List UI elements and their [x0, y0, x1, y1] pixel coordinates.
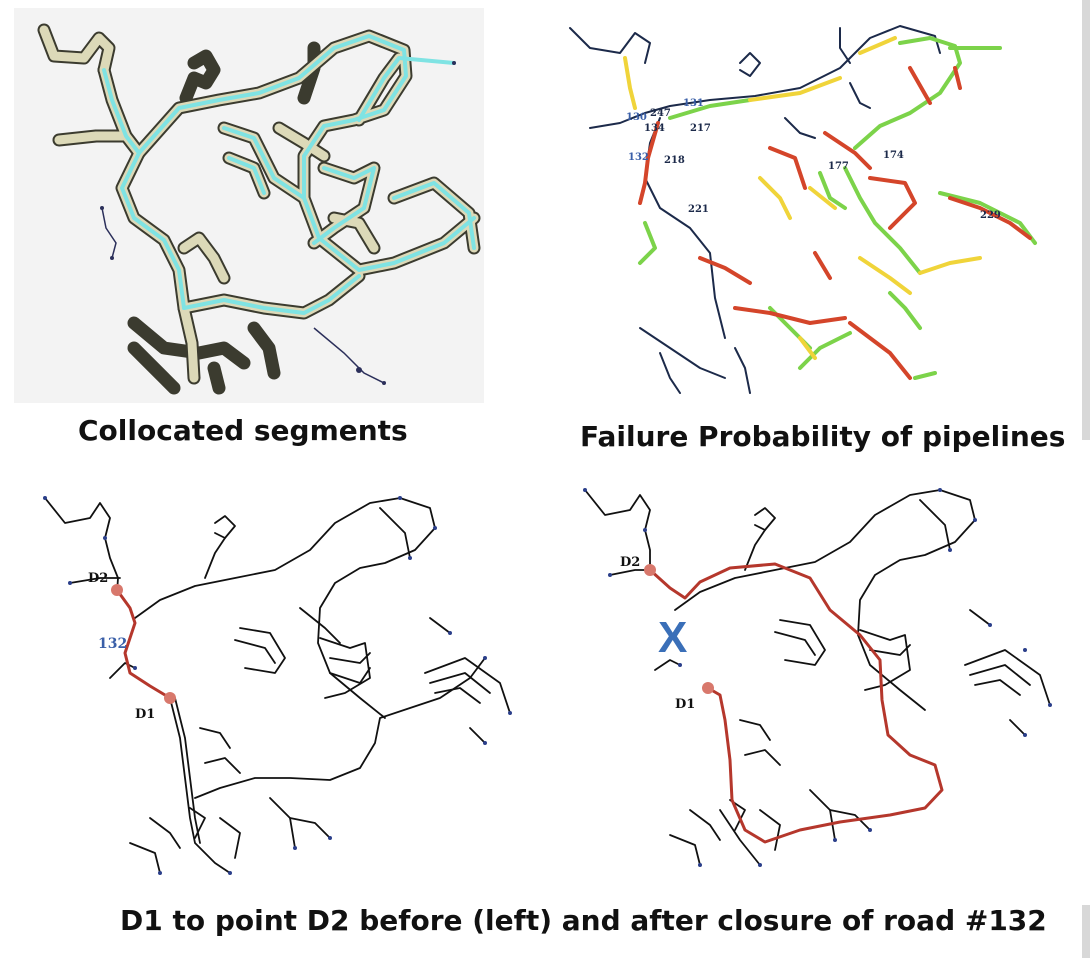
d1-endpoint: [702, 682, 714, 694]
label-174: 174: [883, 150, 904, 161]
right-edge-divider-bottom: [1082, 905, 1090, 958]
failure-low-segments: [638, 36, 1037, 380]
failure-medium-segments: [623, 36, 982, 360]
failure-probability-map: 247 131 130 134 217 132 218 221 177 174 …: [560, 8, 1060, 408]
label-132: 132: [628, 152, 649, 163]
label-217: 217: [690, 123, 711, 134]
map-background: [14, 8, 484, 403]
network-base: [584, 489, 1051, 866]
d2-endpoint: [644, 564, 656, 576]
d1-endpoint: [164, 692, 176, 704]
collocated-segments-map: [14, 8, 484, 403]
route-after-closure-map: D2 D1 X: [570, 470, 1075, 890]
label-247: 247: [650, 108, 671, 119]
label-road-132: 132: [98, 636, 127, 652]
right-edge-divider-top: [1082, 0, 1090, 440]
failure-labels: 247 131 130 134 217 132 218 221 177 174 …: [626, 98, 1001, 221]
network-nodes: [100, 61, 456, 385]
endpoint-markers: [644, 564, 714, 694]
route-highlight: [115, 588, 172, 700]
network-base: [44, 497, 511, 874]
caption-route-comparison: D1 to point D2 before (left) and after c…: [120, 904, 1047, 937]
label-d2: D2: [620, 555, 640, 570]
label-229: 229: [980, 210, 1001, 221]
failure-base-network: [569, 25, 941, 394]
label-131: 131: [683, 98, 704, 109]
label-134: 134: [644, 123, 665, 134]
route-labels: D2 132 D1: [88, 571, 155, 722]
label-177: 177: [828, 161, 849, 172]
failure-high-segments: [638, 66, 1032, 380]
route-before-closure-map: D2 132 D1: [30, 478, 530, 890]
route-labels: D2 D1 X: [620, 555, 695, 712]
caption-failure-probability: Failure Probability of pipelines: [580, 420, 1066, 453]
endpoint-markers: [111, 584, 176, 704]
label-221: 221: [688, 204, 709, 215]
label-d2: D2: [88, 571, 108, 586]
collocated-cyan: [102, 34, 476, 315]
d2-endpoint: [111, 584, 123, 596]
label-130: 130: [626, 112, 647, 123]
caption-collocated-segments: Collocated segments: [78, 414, 408, 447]
label-d1: D1: [675, 697, 695, 712]
network-nodes: [43, 496, 512, 875]
network-nodes: [583, 488, 1052, 867]
road-closure-mark: X: [658, 613, 687, 662]
network-lines: [101, 207, 385, 384]
detour-route: [648, 562, 944, 844]
label-218: 218: [664, 155, 685, 166]
label-d1: D1: [135, 707, 155, 722]
